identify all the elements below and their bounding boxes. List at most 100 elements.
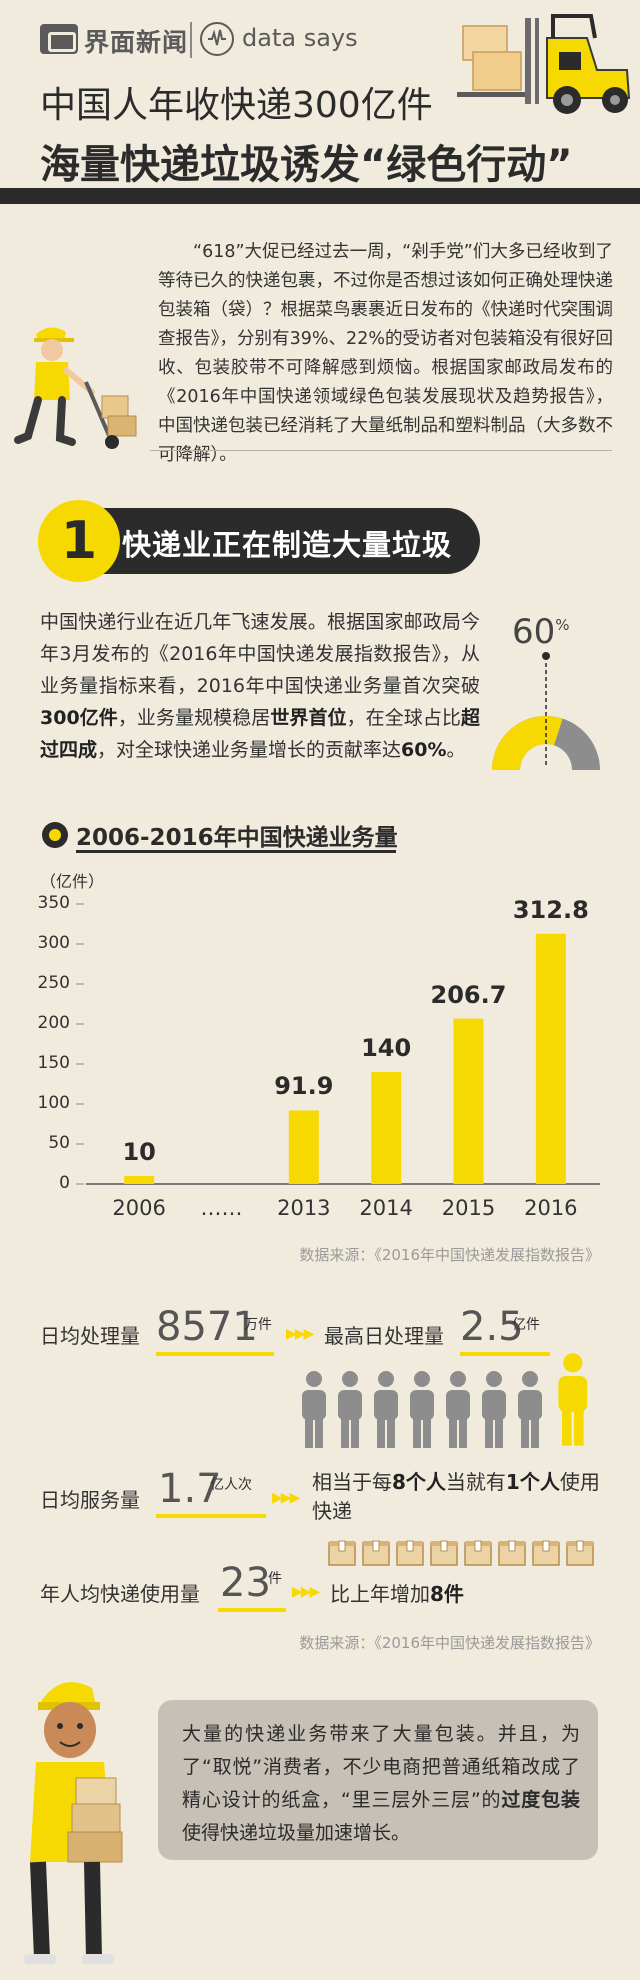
brand-divider xyxy=(190,22,192,58)
page-title-line1: 中国人年收快递300亿件 xyxy=(40,85,433,126)
x-tick-label: 2006 xyxy=(112,1196,166,1220)
data-says-icon xyxy=(200,22,234,56)
section1-title: 快递业正在制造大量垃圾 xyxy=(122,528,453,562)
bar-2006 xyxy=(124,1176,155,1184)
page-title-line2: 海量快递垃圾诱发“绿色行动” xyxy=(40,142,573,188)
y-tick-label: 50 xyxy=(48,1133,70,1153)
section1-highlight: 300亿件 xyxy=(40,707,118,729)
people-ratio-graphic xyxy=(300,1353,610,1458)
person-icon xyxy=(300,1370,328,1454)
desc-part: 比上年增加 xyxy=(330,1582,430,1606)
peak-volume-label: 最高日处理量 xyxy=(324,1324,444,1348)
section1-number-badge: 1 xyxy=(38,500,120,582)
daily-service-underline xyxy=(156,1514,266,1518)
package-icon xyxy=(566,1540,594,1570)
chart-svg xyxy=(76,903,600,1185)
section1-text-part: ，对全球快递业务量增长的贡献率达 xyxy=(97,739,402,761)
x-tick-label: 2016 xyxy=(524,1196,578,1220)
daily-service-label: 日均服务量 xyxy=(40,1488,140,1512)
chart-y-unit: （亿件） xyxy=(40,872,105,891)
brand-name: 界面新闻 xyxy=(84,28,189,57)
chart-title: 2006-2016年中国快递业务量 xyxy=(76,825,398,851)
gauge-percent-label: 60% xyxy=(512,612,570,652)
package-icon xyxy=(430,1540,458,1570)
gauge-value: 60 xyxy=(512,612,556,652)
bar-value-label: 140 xyxy=(361,1034,412,1062)
desc-part: 相当于每 xyxy=(312,1470,392,1494)
chart-title-underline xyxy=(76,850,396,853)
per-capita-description: 比上年增加8件 xyxy=(330,1578,464,1607)
footer-highlight: 过度包装 xyxy=(501,1789,580,1811)
chart-bullet-icon xyxy=(42,822,68,848)
daily-service-description: 相当于每8个人当就有1个人使用快递 xyxy=(312,1468,602,1526)
daily-volume-value: 8571 xyxy=(156,1304,258,1350)
intro-divider xyxy=(150,450,612,451)
y-tick-label: 300 xyxy=(37,933,70,953)
section1-text-part: 中国快递行业在近几年飞速发展。根据国家邮政局今年3月发布的《2016年中国快递发… xyxy=(40,611,480,697)
footer-paragraph: 大量的快递业务带来了大量包装。并且，为了“取悦”消费者，不少电商把普通纸箱改成了… xyxy=(182,1718,580,1850)
bar-value-label: 91.9 xyxy=(274,1072,334,1101)
delivery-man-handtruck-illustration xyxy=(14,327,137,449)
desc-part: 使用快递 xyxy=(312,1470,600,1523)
gauge-fill xyxy=(491,715,563,770)
per-capita-value: 23 xyxy=(220,1560,271,1606)
person-icon xyxy=(372,1370,400,1454)
peak-volume-underline xyxy=(460,1352,550,1356)
x-tick-label: 2013 xyxy=(277,1196,331,1220)
per-capita-underline xyxy=(218,1608,286,1612)
package-icon xyxy=(328,1540,356,1570)
stats-source: 数据来源：《2016年中国快递发展指数报告》 xyxy=(299,1634,600,1652)
bar-chart: 0 50 100 150 200 250 300 350 10 2006 …… 91.9 2013 140… xyxy=(37,893,600,1220)
section1-highlight: 超过四成 xyxy=(40,707,480,761)
contribution-gauge xyxy=(491,652,600,770)
package-icon xyxy=(498,1540,526,1570)
data-says-label: data says xyxy=(242,24,358,52)
daily-volume-unit: 万件 xyxy=(244,1317,272,1333)
y-tick-label: 350 xyxy=(37,893,70,913)
bar-value-label: 10 xyxy=(122,1138,156,1166)
x-tick-label: 2014 xyxy=(359,1196,413,1220)
arrows-icon: ▶▶▶ xyxy=(292,1584,320,1600)
section1-highlight: 世界首位 xyxy=(270,707,347,729)
desc-highlight: 8个人 xyxy=(392,1470,446,1494)
y-tick-label: 250 xyxy=(37,973,70,993)
bar-2015 xyxy=(453,1018,484,1184)
package-icon xyxy=(362,1540,390,1570)
per-capita-label: 年人均快递使用量 xyxy=(40,1582,200,1606)
y-tick-label: 0 xyxy=(59,1173,70,1193)
bar-2014 xyxy=(371,1072,402,1184)
courier-with-boxes-illustration xyxy=(24,1682,123,1964)
person-icon xyxy=(336,1370,364,1454)
section1-highlight: 60% xyxy=(401,739,447,761)
per-capita-unit: 件 xyxy=(268,1571,282,1587)
package-icon xyxy=(396,1540,424,1570)
package-icon xyxy=(464,1540,492,1570)
desc-highlight: 1个人 xyxy=(505,1470,560,1494)
jiemian-logo-icon xyxy=(40,24,78,54)
daily-volume-underline xyxy=(156,1352,274,1356)
person-icon xyxy=(444,1370,472,1454)
daily-service-value: 1.7 xyxy=(158,1466,222,1512)
package-icon xyxy=(532,1540,560,1570)
bar-value-label: 312.8 xyxy=(512,895,589,924)
person-icon xyxy=(480,1370,508,1454)
section1-text-part: ，业务量规模稳居 xyxy=(117,707,271,729)
person-icon xyxy=(408,1370,436,1454)
section1-text-part: ，在全球占比 xyxy=(346,707,461,729)
arrows-icon: ▶▶▶ xyxy=(286,1326,314,1342)
section1-text-part: 。 xyxy=(446,739,466,761)
arrows-icon: ▶▶▶ xyxy=(272,1490,300,1506)
bar-2013 xyxy=(288,1110,319,1184)
bar-2016 xyxy=(535,933,566,1184)
y-tick-label: 200 xyxy=(37,1013,70,1033)
daily-service-unit: 亿人次 xyxy=(210,1477,252,1493)
y-tick-label: 150 xyxy=(37,1053,70,1073)
footer-text-part: 使得快递垃圾量加速增长。 xyxy=(182,1822,411,1844)
gauge-unit: % xyxy=(555,616,570,634)
y-tick-label: 100 xyxy=(37,1093,70,1113)
header-divider-bar xyxy=(0,188,640,204)
person-highlight-icon xyxy=(556,1352,590,1452)
package-icons-row xyxy=(328,1540,608,1570)
peak-volume-value: 2.5 xyxy=(460,1304,524,1350)
x-tick-label: 2015 xyxy=(441,1196,496,1220)
